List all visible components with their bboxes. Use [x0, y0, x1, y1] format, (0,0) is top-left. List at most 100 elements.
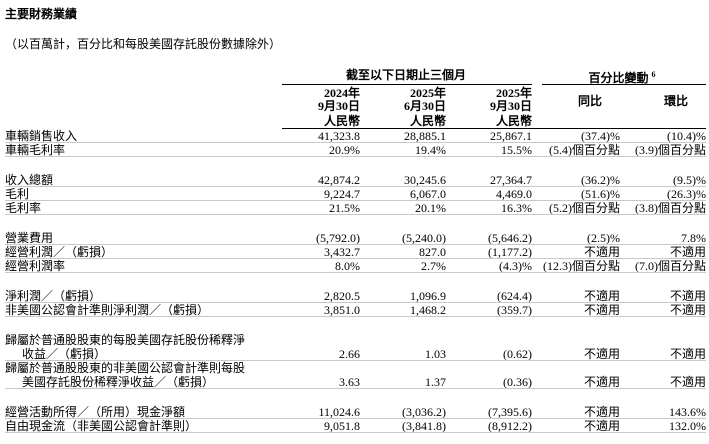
- cell-value: 不適用: [669, 245, 706, 259]
- cell-value: 不適用: [583, 303, 620, 317]
- row-rule: [5, 186, 706, 187]
- row-label: 歸屬於普通股股東的每股美國存託股份稀釋淨: [5, 333, 246, 347]
- row-rule: [5, 142, 706, 143]
- cell-value: (12.3)個百分點: [543, 259, 620, 273]
- cell-value: (0.36): [503, 375, 532, 389]
- cell-value: 28,885.1: [404, 129, 446, 143]
- date-header: 2025年: [409, 86, 446, 100]
- cell-value: (7.0)個百分點: [635, 259, 706, 273]
- row-rule: [5, 156, 706, 157]
- row-label: 經營活動所得／（所用）現金淨額: [5, 405, 186, 419]
- cell-value: (3.9)個百分點: [635, 143, 706, 157]
- cell-value: (3,841.8): [402, 419, 446, 433]
- row-label: 車輛毛利率: [5, 143, 66, 157]
- cell-value: 不適用: [669, 347, 706, 361]
- cell-value: (51.6)%: [581, 187, 620, 201]
- cell-value: 15.5%: [501, 143, 532, 157]
- cell-value: 不適用: [669, 289, 706, 303]
- cell-value: 1,096.9: [410, 289, 446, 303]
- cell-value: 42,874.2: [318, 173, 360, 187]
- row-rule: [5, 244, 706, 245]
- header-rule: [282, 128, 706, 129]
- cell-value: (8,912.2): [488, 419, 532, 433]
- currency-header: 人民幣: [323, 114, 360, 128]
- row-label: 經營利潤率: [5, 259, 66, 273]
- period-group-header: 截至以下日期止三個月: [345, 68, 466, 82]
- cell-value: 27,364.7: [490, 173, 532, 187]
- cell-value: (1,177.2): [488, 245, 532, 259]
- cell-value: (624.4): [497, 289, 532, 303]
- cell-value: (0.62): [503, 347, 532, 361]
- cell-value: 1.03: [425, 347, 446, 361]
- cell-value: 20.9%: [329, 143, 360, 157]
- row-rule: [5, 214, 706, 215]
- row-rule: [5, 258, 706, 259]
- cell-value: 不適用: [583, 419, 620, 433]
- row-label: 收益／（虧損）: [22, 347, 107, 361]
- row-label: 美國存託股份稀釋淨收益／（虧損）: [22, 375, 215, 389]
- cell-value: 20.1%: [415, 201, 446, 215]
- cell-value: 25,867.1: [490, 129, 532, 143]
- cell-value: 30,245.6: [404, 173, 446, 187]
- row-label: 非美國公認會計準則淨利潤／（虧損）: [5, 303, 210, 317]
- cell-value: 不適用: [583, 405, 620, 419]
- cell-value: 2,820.5: [324, 289, 360, 303]
- row-rule: [5, 432, 706, 433]
- cell-value: 16.3%: [501, 201, 532, 215]
- cell-value: 不適用: [583, 245, 620, 259]
- cell-value: (5.4)個百分點: [549, 143, 620, 157]
- row-label: 歸屬於普通股股東的非美國公認會計準則每股: [5, 361, 246, 375]
- cell-value: (2.5)%: [587, 231, 620, 245]
- cell-value: 21.5%: [329, 201, 360, 215]
- cell-value: 143.6%: [669, 405, 706, 419]
- cell-value: (9.5)%: [673, 173, 706, 187]
- row-rule: [5, 388, 706, 389]
- cell-value: (5,240.0): [402, 231, 446, 245]
- cell-value: 9,224.7: [324, 187, 360, 201]
- cell-value: (5,646.2): [488, 231, 532, 245]
- cell-value: (7,395.6): [488, 405, 532, 419]
- cell-value: 6,067.0: [410, 187, 446, 201]
- cell-value: 19.4%: [415, 143, 446, 157]
- cell-value: (26.3)%: [667, 187, 706, 201]
- cell-value: 1.37: [425, 375, 446, 389]
- subtitle: （以百萬計，百分比和每股美國存託股份數據除外）: [5, 37, 282, 51]
- row-label: 自由現金流（非美國公認會計準則）: [5, 419, 198, 433]
- cell-value: 9,051.8: [324, 419, 360, 433]
- cell-value: (36.2)%: [581, 173, 620, 187]
- cell-value: (3.8)個百分點: [635, 201, 706, 215]
- row-label: 車輛銷售收入: [5, 129, 78, 143]
- cell-value: 8.0%: [335, 259, 360, 273]
- currency-header: 人民幣: [495, 114, 532, 128]
- date-header: 6月30日: [403, 99, 446, 113]
- cell-value: 4,469.0: [496, 187, 532, 201]
- cell-value: (10.4)%: [667, 129, 706, 143]
- cell-value: 不適用: [583, 347, 620, 361]
- cell-value: 11,024.6: [318, 405, 360, 419]
- cell-value: (359.7): [497, 303, 532, 317]
- cell-value: 3.63: [339, 375, 360, 389]
- header-rule: [542, 84, 706, 85]
- row-rule: [5, 302, 706, 303]
- cell-value: 2.66: [339, 347, 360, 361]
- date-header: 2025年: [495, 86, 532, 100]
- header-rule: [282, 84, 532, 85]
- cell-value: 1,468.2: [410, 303, 446, 317]
- cell-value: (5,792.0): [316, 231, 360, 245]
- cell-value: 不適用: [669, 375, 706, 389]
- cell-value: 132.0%: [669, 419, 706, 433]
- row-rule: [5, 272, 706, 273]
- date-header: 2024年: [323, 86, 360, 100]
- cell-value: (4.3)%: [499, 259, 532, 273]
- currency-header: 人民幣: [409, 114, 446, 128]
- cell-value: (37.4)%: [581, 129, 620, 143]
- cell-value: 3,432.7: [324, 245, 360, 259]
- title: 主要財務業績: [5, 7, 78, 21]
- cell-value: 2.7%: [421, 259, 446, 273]
- row-label: 毛利率: [5, 201, 42, 215]
- cell-value: 不適用: [669, 303, 706, 317]
- row-rule: [5, 316, 706, 317]
- row-label: 淨利潤／（虧損）: [5, 289, 102, 303]
- cell-value: (5.2)個百分點: [549, 201, 620, 215]
- change-group-header: 百分比變動 6: [588, 70, 656, 85]
